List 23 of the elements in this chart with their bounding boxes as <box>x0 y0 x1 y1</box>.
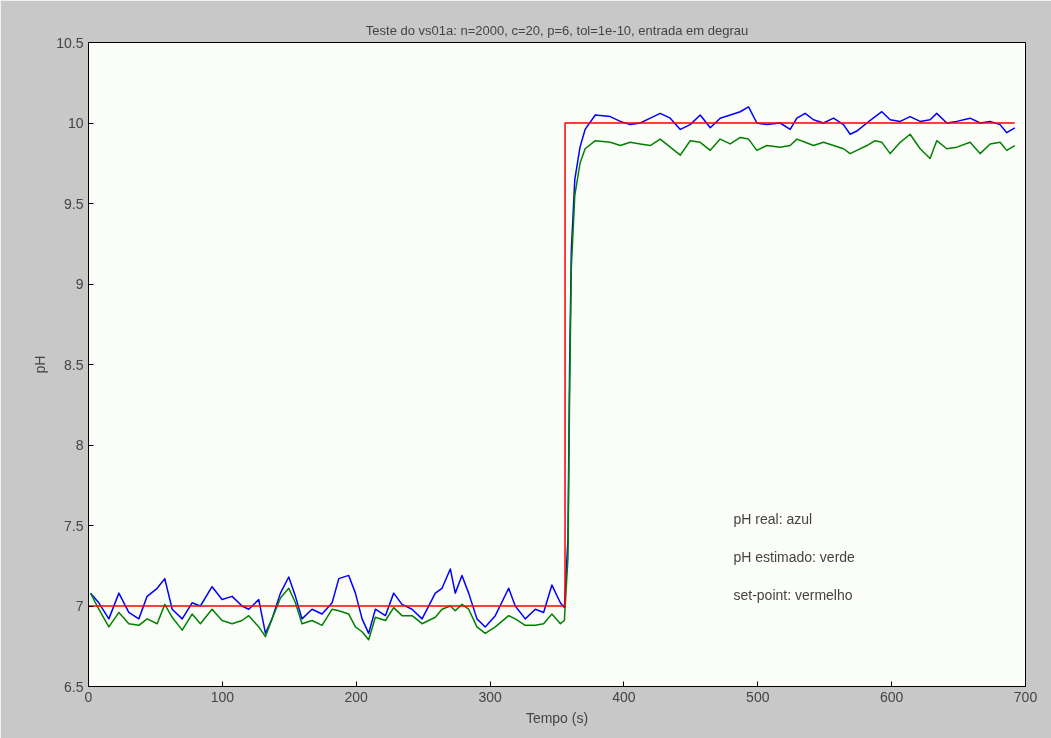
x-tick-label: 300 <box>478 688 502 705</box>
y-tick-label: 8.5 <box>64 356 84 373</box>
x-tick-label: 100 <box>210 688 235 705</box>
y-tick-label: 9.5 <box>64 195 84 212</box>
x-tick-label: 600 <box>879 688 904 705</box>
x-tick-label: 400 <box>612 688 636 705</box>
y-axis-title: pH <box>32 355 49 374</box>
annotation: set-point: vermelho <box>733 586 853 603</box>
y-tick-label: 9 <box>75 276 84 292</box>
y-tick-label: 10.5 <box>56 34 84 51</box>
y-tick-label: 10 <box>67 115 84 131</box>
x-tick-label: 0 <box>84 688 93 705</box>
annotation: pH real: azul <box>733 510 813 527</box>
annotation: pH estimado: verde <box>733 548 856 565</box>
x-tick-label: 200 <box>344 688 369 705</box>
y-tick-label: 7 <box>75 598 84 614</box>
x-tick-label: 500 <box>746 688 770 705</box>
x-axis-title: Tempo (s) <box>525 709 589 726</box>
x-tick-label: 700 <box>1013 688 1038 705</box>
y-tick-label: 7.5 <box>64 517 84 534</box>
chart-title: Teste do vs01a: n=2000, c=20, p=6, tol=1e-10, entrada em degrau <box>365 22 749 38</box>
y-tick-label: 6.5 <box>64 678 84 695</box>
y-tick-label: 8 <box>75 437 84 453</box>
